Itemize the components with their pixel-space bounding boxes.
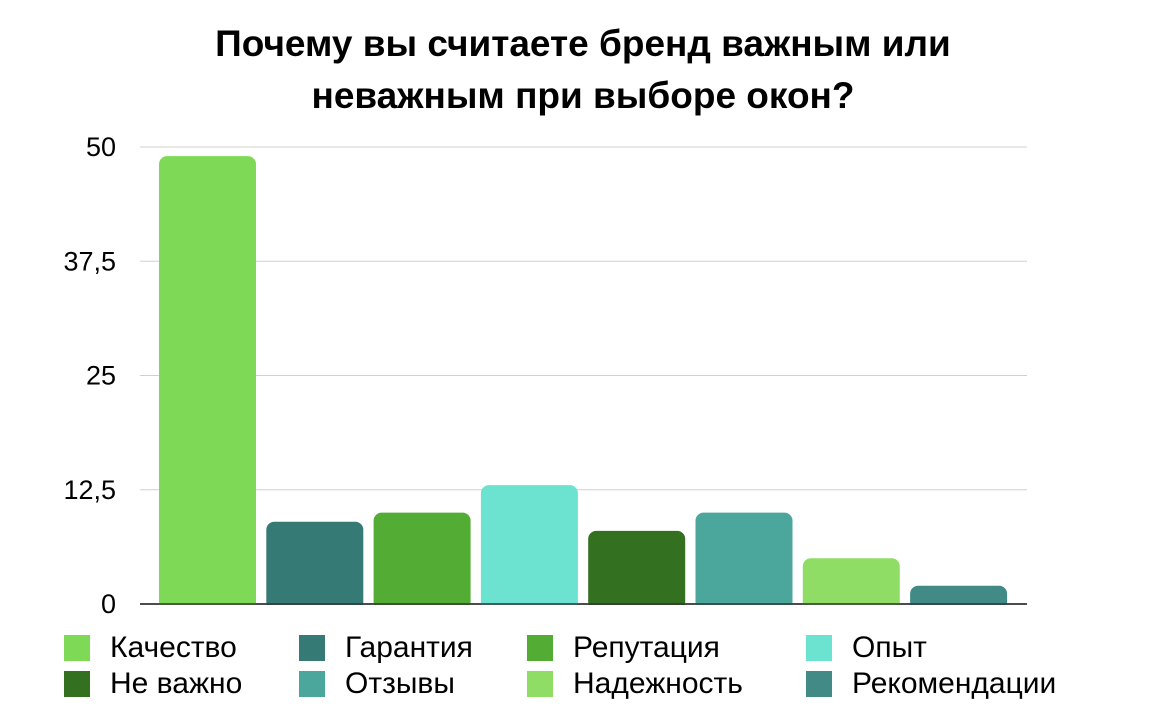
y-tick-label: 12,5 (63, 475, 116, 505)
chart-title-line-2: неважным при выборе окон? (311, 75, 855, 116)
legend-label: Надежность (573, 667, 743, 700)
legend-swatch (299, 671, 325, 697)
bar-5 (588, 530, 686, 610)
legend-label: Репутация (573, 631, 720, 664)
legend-swatch (64, 671, 90, 697)
legend-label: Отзывы (345, 667, 455, 700)
y-tick-label: 37,5 (63, 246, 116, 276)
legend-item: Не важно (64, 666, 242, 702)
bar-2 (266, 521, 364, 610)
bar-7 (802, 558, 900, 610)
legend-item: Качество (64, 630, 237, 666)
legend-item: Репутация (527, 630, 720, 666)
chart-title-line-1: Почему вы считаете бренд важным или (215, 23, 951, 64)
legend-item: Надежность (527, 666, 743, 702)
legend-item: Опыт (806, 630, 927, 666)
legend-label: Качество (110, 631, 237, 664)
bar-1 (159, 156, 256, 610)
y-tick-label: 50 (86, 132, 116, 162)
legend-label: Опыт (852, 631, 927, 664)
legend-label: Не важно (110, 667, 243, 700)
legend-label: Рекомендации (852, 667, 1057, 700)
bar-4 (480, 485, 578, 610)
y-tick-label: 0 (101, 589, 116, 619)
legend-swatch (806, 635, 832, 661)
legend-swatch (527, 671, 553, 697)
bar-3 (373, 512, 471, 610)
legend-item: Отзывы (299, 666, 455, 702)
legend-label: Гарантия (345, 631, 473, 664)
legend-item: Гарантия (299, 630, 473, 666)
legend-swatch (64, 635, 90, 661)
legend-swatch (527, 635, 553, 661)
y-tick-label: 25 (86, 361, 116, 391)
legend-item: Рекомендации (806, 666, 1056, 702)
bar-6 (695, 512, 793, 610)
legend-swatch (299, 635, 325, 661)
legend-swatch (806, 671, 832, 697)
chart-title: Почему вы считаете бренд важным или нева… (0, 18, 1154, 122)
